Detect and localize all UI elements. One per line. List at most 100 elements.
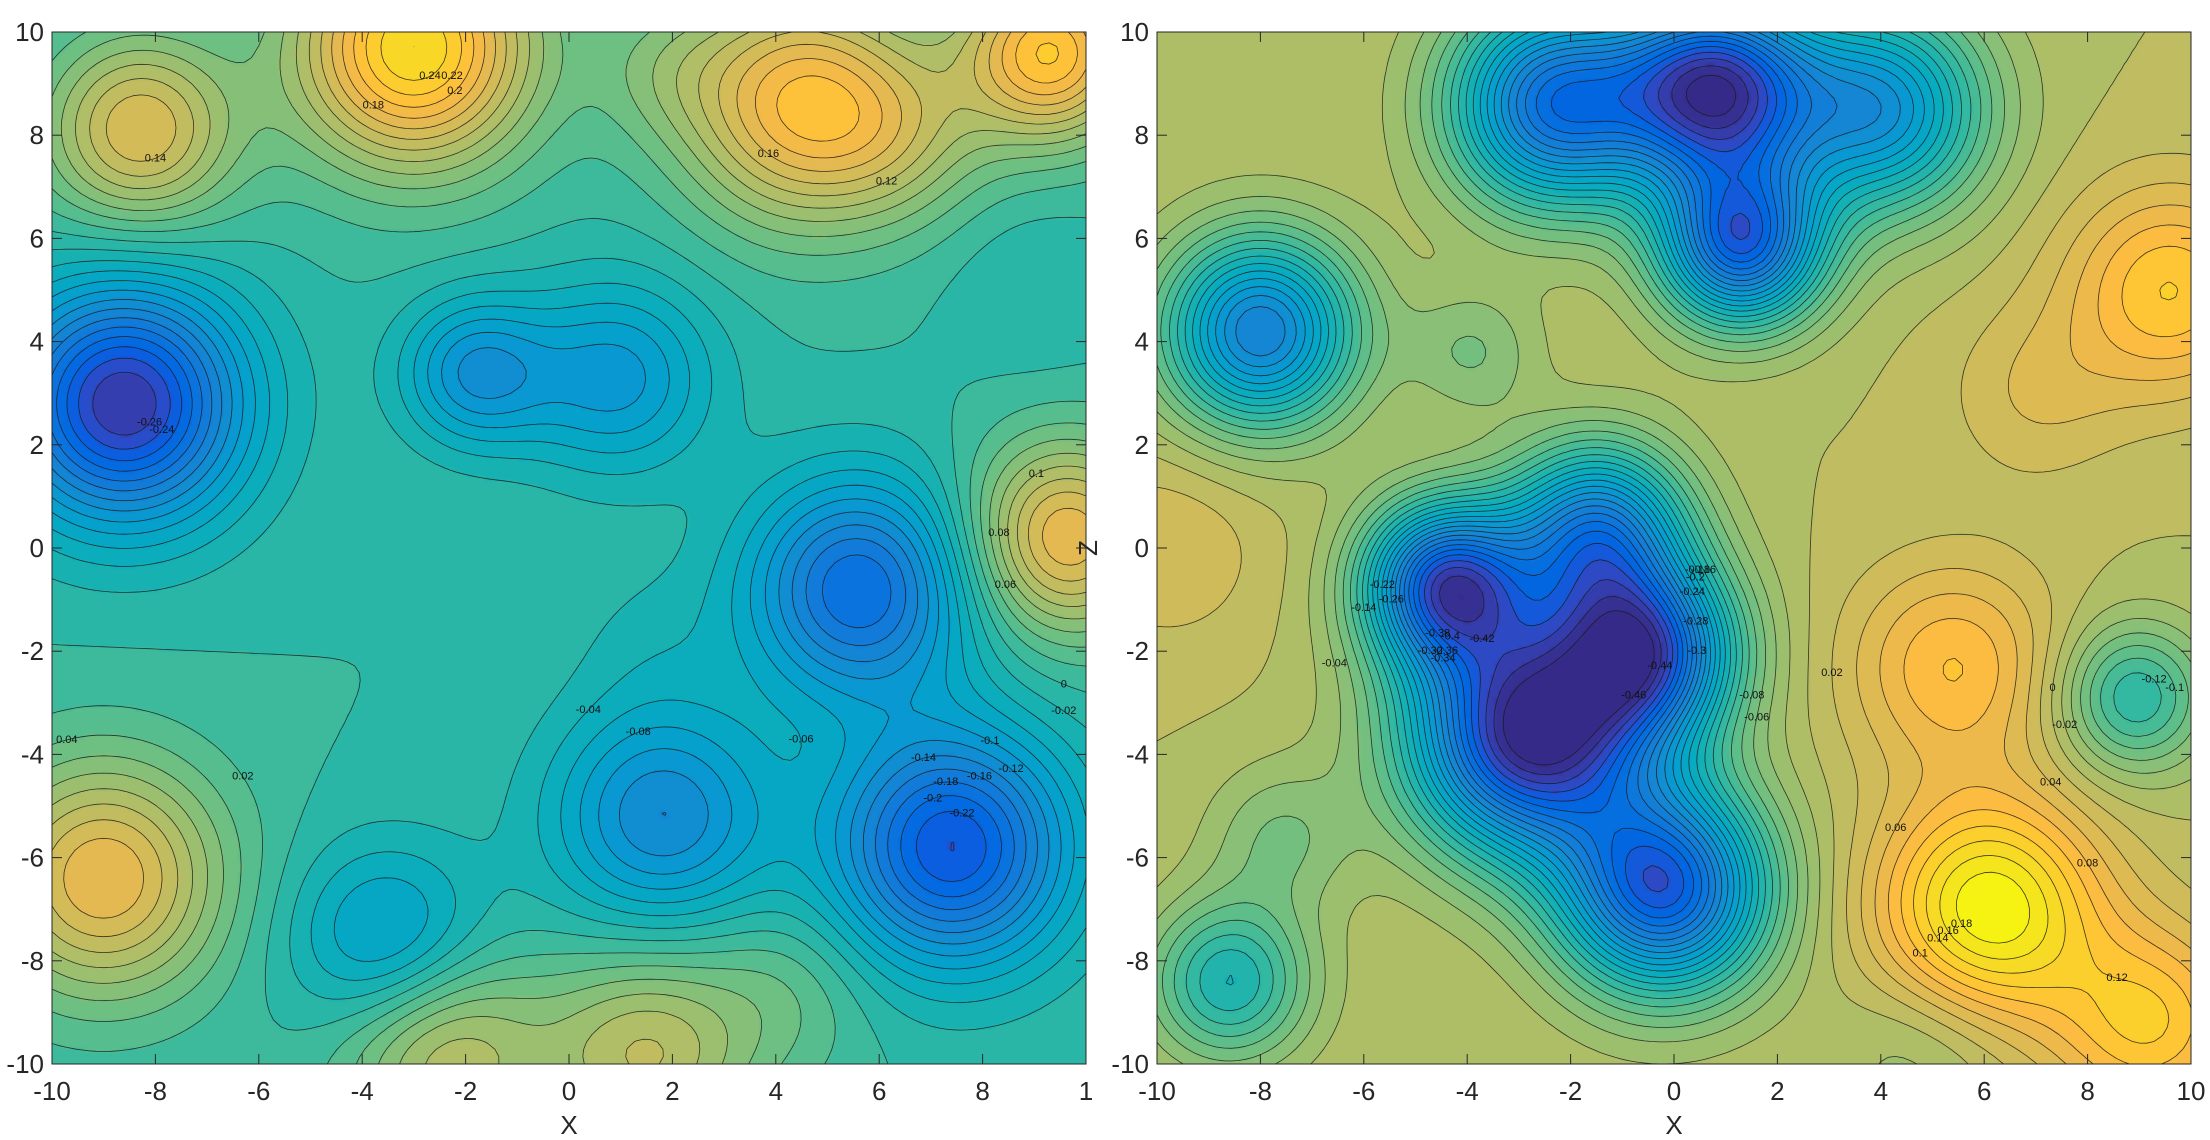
y-axis-label: Z	[1073, 540, 1103, 556]
x-tick-label: -10	[1138, 1076, 1176, 1106]
contour-level-label: -0.14	[911, 752, 936, 764]
contour-level-label: 0.14	[145, 152, 166, 164]
contour-level-label: -0.1	[981, 735, 1000, 747]
y-tick-label: 8	[30, 120, 44, 150]
contour-line	[1177, 32, 1962, 1012]
contour-line	[52, 157, 1086, 1064]
x-tick-label: -4	[1456, 1076, 1479, 1106]
y-tick-label: -6	[21, 843, 44, 873]
contour-level-label: 0.18	[1951, 918, 1972, 930]
contour-line	[1157, 32, 2189, 1049]
contour-level-label: -0.02	[1051, 705, 1076, 717]
contour-level-label: -0.1	[2165, 682, 2184, 694]
contour-level-label: 0.06	[1885, 822, 1906, 834]
x-axis-label: X	[560, 1110, 577, 1140]
contour-line	[92, 371, 157, 436]
x-tick-label: 6	[1977, 1076, 1991, 1106]
contour-line	[1502, 74, 1736, 766]
x-tick-label: 4	[769, 1076, 783, 1106]
x-tick-label: 2	[1770, 1076, 1784, 1106]
right-contour-panel: -0.46-0.44-0.42-0.4-0.38-0.36-0.34-0.32-…	[1073, 17, 2205, 1140]
contour-level-label: -0.22	[949, 807, 974, 819]
contour-level-label: 0.04	[2040, 777, 2061, 789]
contour-level-label: 0.1	[1913, 947, 1928, 959]
contour-line	[1939, 855, 2049, 960]
y-tick-label: -2	[1126, 636, 1149, 666]
x-tick-label: -6	[1352, 1076, 1375, 1106]
contour-line	[66, 346, 987, 882]
y-tick-label: 0	[30, 533, 44, 563]
contour-level-label: 0.1	[1029, 468, 1044, 480]
y-tick-label: -4	[1126, 739, 1149, 769]
contour-level-label: -0.3	[1687, 645, 1706, 657]
contour-line	[52, 32, 1086, 1064]
contour-level-label: 0.04	[56, 734, 77, 746]
contour-level-label: 0	[2050, 682, 2056, 694]
contour-line	[1157, 152, 2191, 1064]
contour-level-label: 0.14	[1927, 933, 1948, 945]
contour-level-label: -0.42	[1469, 633, 1494, 645]
contour-level-label: -0.24	[1680, 586, 1705, 598]
contour-level-label: -0.2	[923, 793, 942, 805]
contour-level-label: -0.2	[1686, 571, 1705, 583]
contour-level-label: 0.22	[441, 70, 462, 82]
contour-line	[52, 32, 1086, 1064]
contour-level-label: 0.06	[995, 579, 1016, 591]
y-tick-label: 4	[1135, 327, 1149, 357]
contour-line	[52, 248, 1086, 1031]
contour-line	[1913, 281, 2179, 1044]
x-tick-label: -6	[247, 1076, 270, 1106]
contour-level-label: -0.26	[137, 417, 162, 429]
contour-line	[1157, 32, 2191, 1062]
x-tick-label: 10	[2177, 1076, 2206, 1106]
y-tick-label: 8	[1135, 120, 1149, 150]
y-tick-label: 2	[30, 430, 44, 460]
contour-line	[1399, 32, 1838, 941]
x-tick-label: 2	[665, 1076, 679, 1106]
x-tick-label: -2	[1559, 1076, 1582, 1106]
contour-level-label: 0.08	[988, 527, 1009, 539]
x-tick-label: -4	[351, 1076, 374, 1106]
y-tick-label: -2	[21, 636, 44, 666]
contour-line	[52, 216, 1086, 1064]
contour-line	[1413, 40, 1787, 919]
y-tick-label: 6	[1135, 223, 1149, 253]
y-tick-label: 0	[1135, 533, 1149, 563]
y-tick-label: 10	[15, 17, 44, 47]
x-tick-label: -10	[33, 1076, 71, 1106]
contour-level-label: -0.08	[1739, 689, 1764, 701]
contour-line	[1192, 32, 1944, 978]
contour-level-label: -0.46	[1621, 689, 1646, 701]
contour-level-label: -0.12	[999, 763, 1024, 775]
y-tick-label: 2	[1135, 430, 1149, 460]
contour-level-label: -0.24	[149, 424, 174, 436]
contour-level-label: -0.18	[933, 776, 958, 788]
contour-line	[1157, 32, 2191, 1064]
y-tick-label: -8	[1126, 946, 1149, 976]
contour-line	[78, 357, 955, 852]
contour-level-label: 0.24	[419, 70, 440, 82]
contour-level-label: 0.08	[2077, 858, 2098, 870]
contour-line	[1424, 51, 1768, 893]
contour-lines	[52, 32, 1086, 1064]
contour-line	[52, 260, 1086, 1003]
contour-level-label: 0.18	[363, 100, 384, 112]
contour-lines	[1157, 32, 2191, 1064]
x-tick-label: 4	[1874, 1076, 1888, 1106]
contour-level-label: 0.02	[232, 770, 253, 782]
contour-level-label: -0.38	[1425, 628, 1450, 640]
contour-line	[1887, 224, 2191, 1064]
contour-level-label: -0.34	[1430, 653, 1455, 665]
contour-level-label: -0.32	[1418, 645, 1443, 657]
contour-line	[1925, 840, 2066, 974]
contour-line	[353, 32, 1078, 142]
contour-line	[342, 32, 1086, 159]
contour-level-label: 0.2	[447, 85, 462, 97]
contour-line	[1418, 46, 1777, 909]
contour-line	[52, 32, 1086, 938]
contour-line	[1160, 32, 2177, 1037]
contour-line	[52, 308, 1038, 933]
x-tick-label: 6	[872, 1076, 886, 1106]
contour-line	[1235, 32, 1882, 947]
contour-line	[52, 299, 1050, 945]
